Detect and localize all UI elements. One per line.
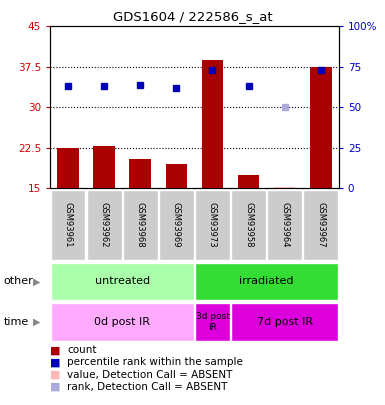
Text: ■: ■	[50, 382, 60, 392]
Bar	[231, 190, 266, 260]
Bar	[267, 190, 302, 260]
Text: value, Detection Call = ABSENT: value, Detection Call = ABSENT	[67, 370, 233, 379]
Bar	[202, 60, 223, 188]
Text: GDS1604 / 222586_s_at: GDS1604 / 222586_s_at	[113, 10, 272, 23]
Text: ■: ■	[50, 345, 60, 355]
Text: rank, Detection Call = ABSENT: rank, Detection Call = ABSENT	[67, 382, 228, 392]
Bar	[303, 190, 338, 260]
Text: time: time	[4, 317, 29, 327]
Bar	[238, 175, 259, 188]
Text: GSM93973: GSM93973	[208, 202, 217, 247]
Text: GSM93958: GSM93958	[244, 202, 253, 247]
Text: other: other	[4, 277, 33, 286]
Text: count: count	[67, 345, 97, 355]
Bar	[195, 303, 230, 341]
Text: GSM93967: GSM93967	[316, 202, 325, 247]
Text: untreated: untreated	[95, 277, 150, 286]
Bar	[129, 159, 151, 188]
Text: irradiated: irradiated	[239, 277, 294, 286]
Text: ▶: ▶	[33, 277, 40, 286]
Text: ■: ■	[50, 370, 60, 379]
Text: GSM93962: GSM93962	[100, 202, 109, 247]
Text: percentile rank within the sample: percentile rank within the sample	[67, 358, 243, 367]
Bar	[274, 187, 296, 188]
Bar	[51, 263, 194, 300]
Bar	[310, 67, 331, 188]
Bar	[51, 190, 85, 260]
Bar	[94, 146, 115, 188]
Text: GSM93961: GSM93961	[64, 202, 73, 247]
Bar	[231, 303, 338, 341]
Text: ▶: ▶	[33, 317, 40, 327]
Text: 0d post IR: 0d post IR	[94, 317, 150, 327]
Bar	[195, 190, 230, 260]
Text: GSM93964: GSM93964	[280, 202, 289, 247]
Bar	[166, 164, 187, 188]
Bar	[57, 148, 79, 188]
Text: 3d post
IR: 3d post IR	[196, 312, 229, 332]
Text: GSM93968: GSM93968	[136, 202, 145, 247]
Bar	[159, 190, 194, 260]
Bar	[123, 190, 157, 260]
Bar	[51, 303, 194, 341]
Text: GSM93969: GSM93969	[172, 202, 181, 247]
Text: ■: ■	[50, 358, 60, 367]
Text: 7d post IR: 7d post IR	[256, 317, 313, 327]
Bar	[195, 263, 338, 300]
Bar	[87, 190, 122, 260]
